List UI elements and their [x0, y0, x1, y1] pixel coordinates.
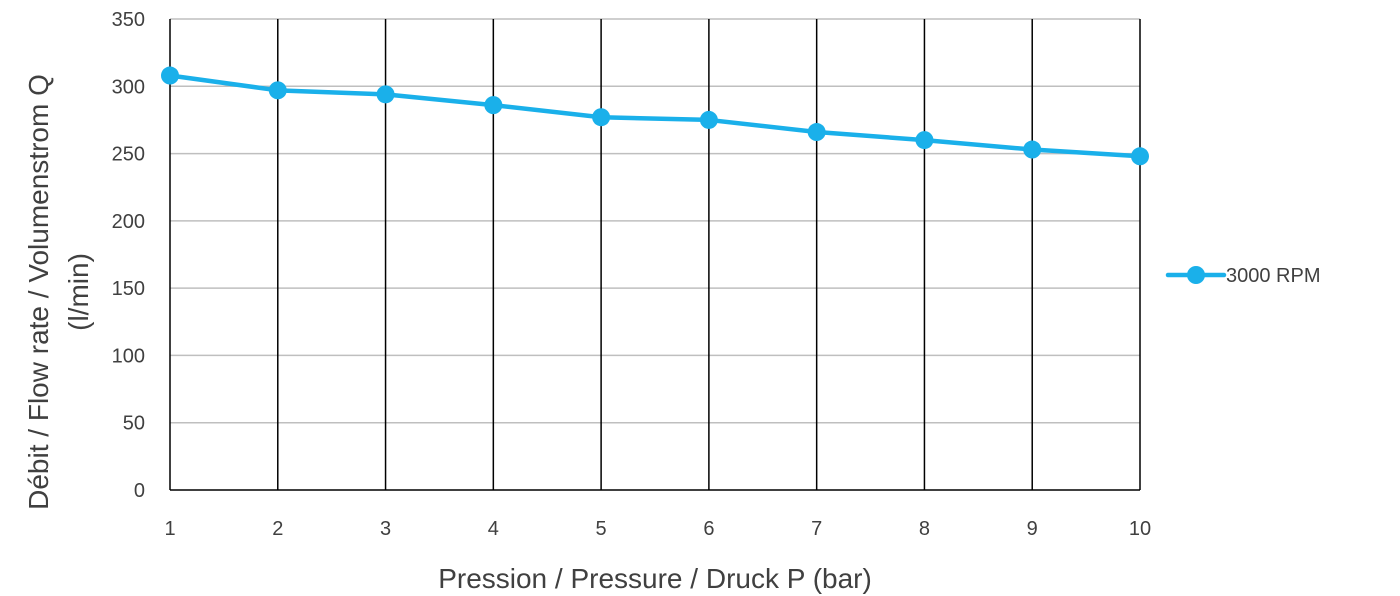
- series-line: [167, 73, 1143, 159]
- data-point: [1131, 147, 1149, 166]
- y-tick-label: 50: [123, 413, 145, 435]
- data-point: [592, 108, 611, 127]
- x-tick-label: 8: [919, 518, 930, 540]
- data-point: [161, 66, 179, 85]
- data-point: [1023, 140, 1042, 159]
- x-tick-label: 3: [380, 518, 391, 540]
- y-axis-title: Débit / Flow rate / Volumenstrom Q (l/mi…: [23, 74, 94, 510]
- series-layer: [161, 66, 1149, 166]
- x-tick-label: 10: [1129, 518, 1151, 540]
- y-tick-labels: 0 50 100 150 200 250 300 350: [112, 9, 145, 502]
- data-point: [807, 123, 826, 142]
- x-tick-label: 1: [164, 518, 175, 540]
- x-tick-label: 4: [488, 518, 499, 540]
- y-tick-label: 200: [112, 211, 145, 233]
- y-tick-label: 0: [134, 480, 145, 502]
- data-point: [268, 81, 287, 100]
- y-tick-label: 250: [112, 144, 145, 166]
- y-tick-label: 150: [112, 278, 145, 300]
- y-axis-title-line-1: Débit / Flow rate / Volumenstrom Q: [23, 74, 54, 510]
- data-point: [699, 110, 718, 129]
- data-point: [376, 85, 395, 104]
- x-tick-label: 9: [1027, 518, 1038, 540]
- legend-label: 3000 RPM: [1226, 265, 1321, 287]
- y-tick-label: 300: [112, 76, 145, 98]
- x-tick-label: 6: [703, 518, 714, 540]
- data-point: [484, 96, 503, 115]
- x-axis-title: Pression / Pressure / Druck P (bar): [438, 563, 872, 594]
- y-tick-label: 350: [112, 9, 145, 31]
- x-tick-label: 7: [811, 518, 822, 540]
- x-tick-label: 2: [272, 518, 283, 540]
- legend: 3000 RPM: [1165, 265, 1321, 287]
- x-tick-labels: 1 2 3 4 5 6 7 8 9 10: [164, 518, 1151, 540]
- y-axis-title-line-2: (l/min): [63, 253, 94, 331]
- y-tick-label: 100: [112, 345, 145, 367]
- x-tick-label: 5: [596, 518, 607, 540]
- legend-dot-marker: [1187, 266, 1205, 284]
- data-point: [915, 131, 934, 150]
